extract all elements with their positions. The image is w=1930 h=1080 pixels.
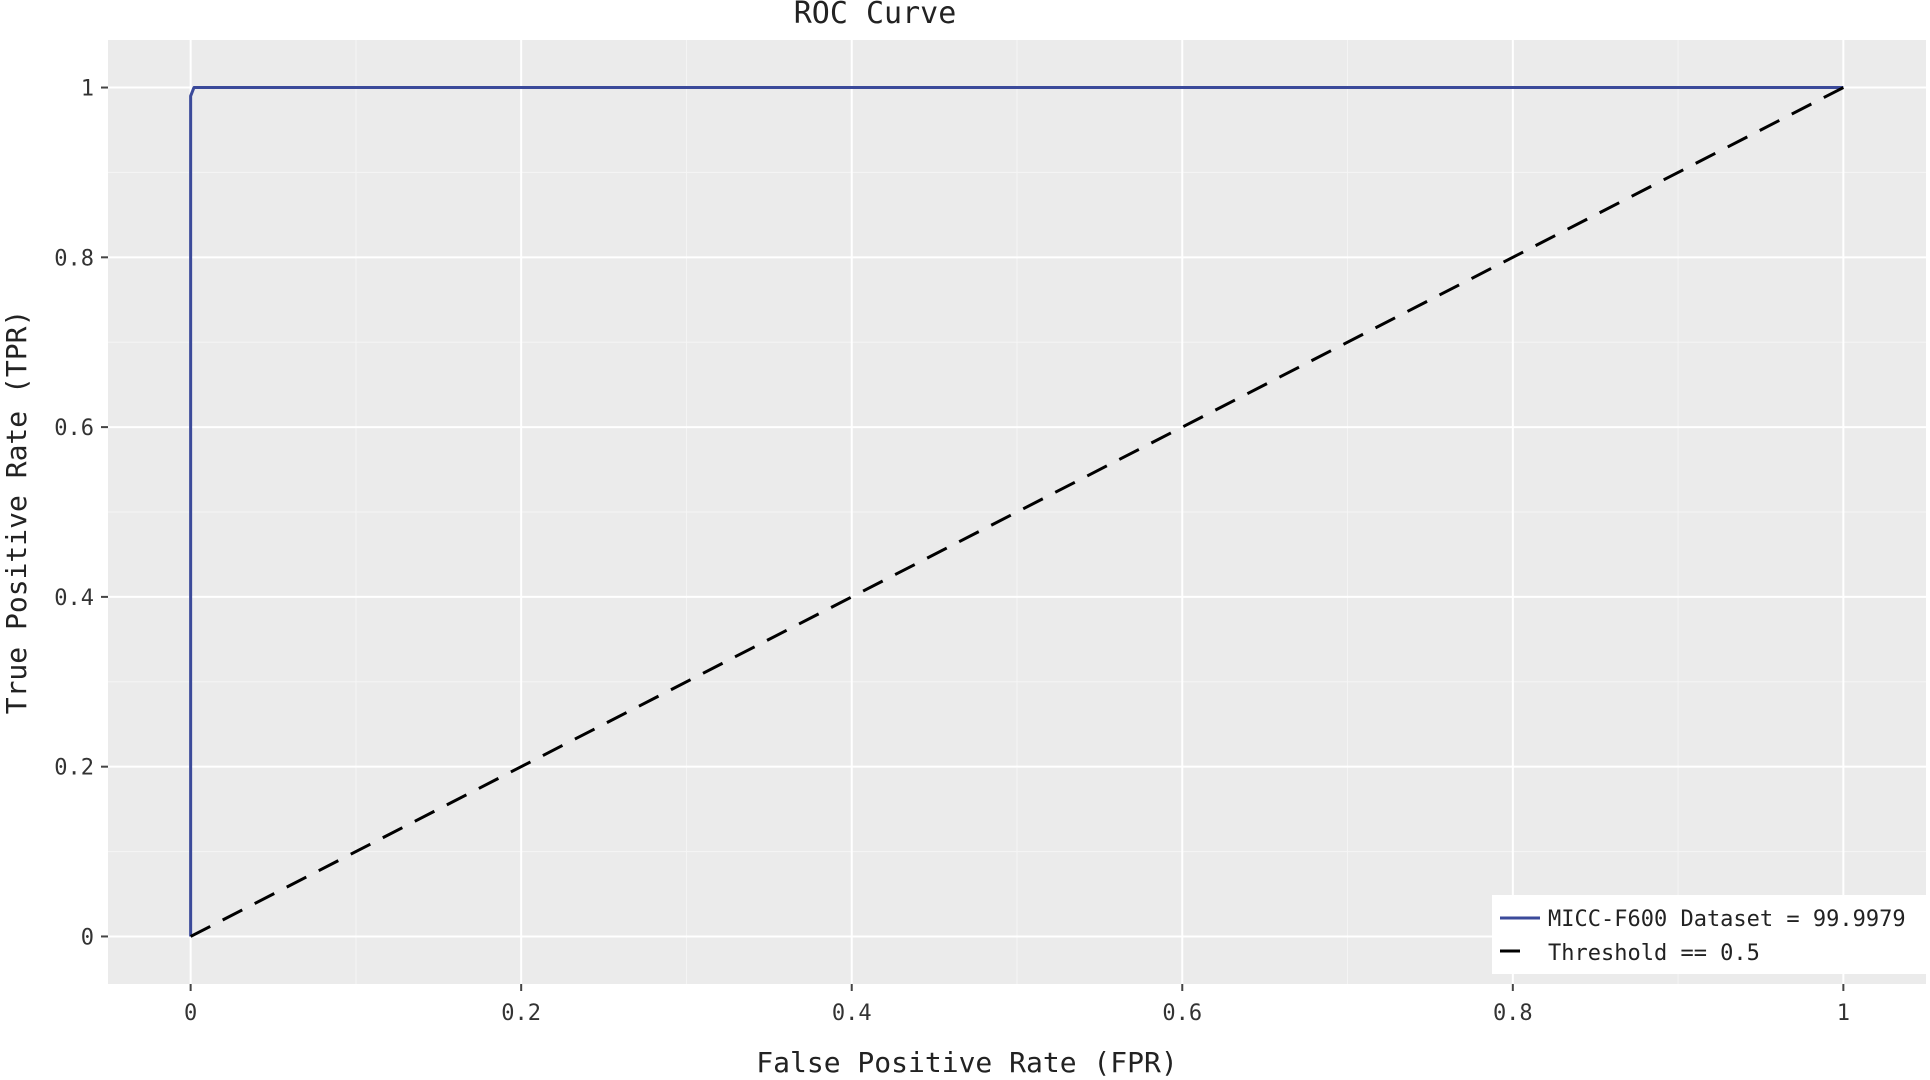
y-tick-label: 0.4 [54, 586, 94, 611]
y-tick-label: 1 [81, 77, 94, 102]
x-tick-label: 1 [1837, 1001, 1850, 1026]
chart-title: ROC Curve [794, 0, 957, 31]
series-line-2 [189, 86, 1845, 938]
legend-label-series-1: MICC-F600 Dataset = 99.9979 [1548, 907, 1906, 932]
y-axis-label: True Positive Rate (TPR) [0, 310, 33, 715]
y-tick-label: 0.6 [54, 416, 94, 441]
legend-box [1492, 895, 1926, 974]
x-tick-label: 0.6 [1162, 1001, 1202, 1026]
legend-label-series-2: Threshold == 0.5 [1548, 941, 1760, 966]
x-tick-label: 0.8 [1493, 1001, 1533, 1026]
y-tick-label: 0.8 [54, 246, 94, 271]
x-tick-label: 0.2 [501, 1001, 541, 1026]
x-tick-label: 0 [184, 1001, 197, 1026]
x-axis-label: False Positive Rate (FPR) [756, 1046, 1177, 1079]
x-tick-labels: 0 0.2 0.4 0.6 0.8 1 [184, 984, 1850, 1026]
x-tick-label: 0.4 [832, 1001, 872, 1026]
series-lines [189, 86, 1845, 938]
series-line-1 [189, 86, 1844, 937]
y-tick-label: 0.2 [54, 756, 94, 781]
y-tick-labels: 0 0.2 0.4 0.6 0.8 1 [54, 77, 108, 950]
y-tick-label: 0 [81, 925, 94, 950]
legend: MICC-F600 Dataset = 99.9979 Threshold ==… [1492, 895, 1926, 974]
